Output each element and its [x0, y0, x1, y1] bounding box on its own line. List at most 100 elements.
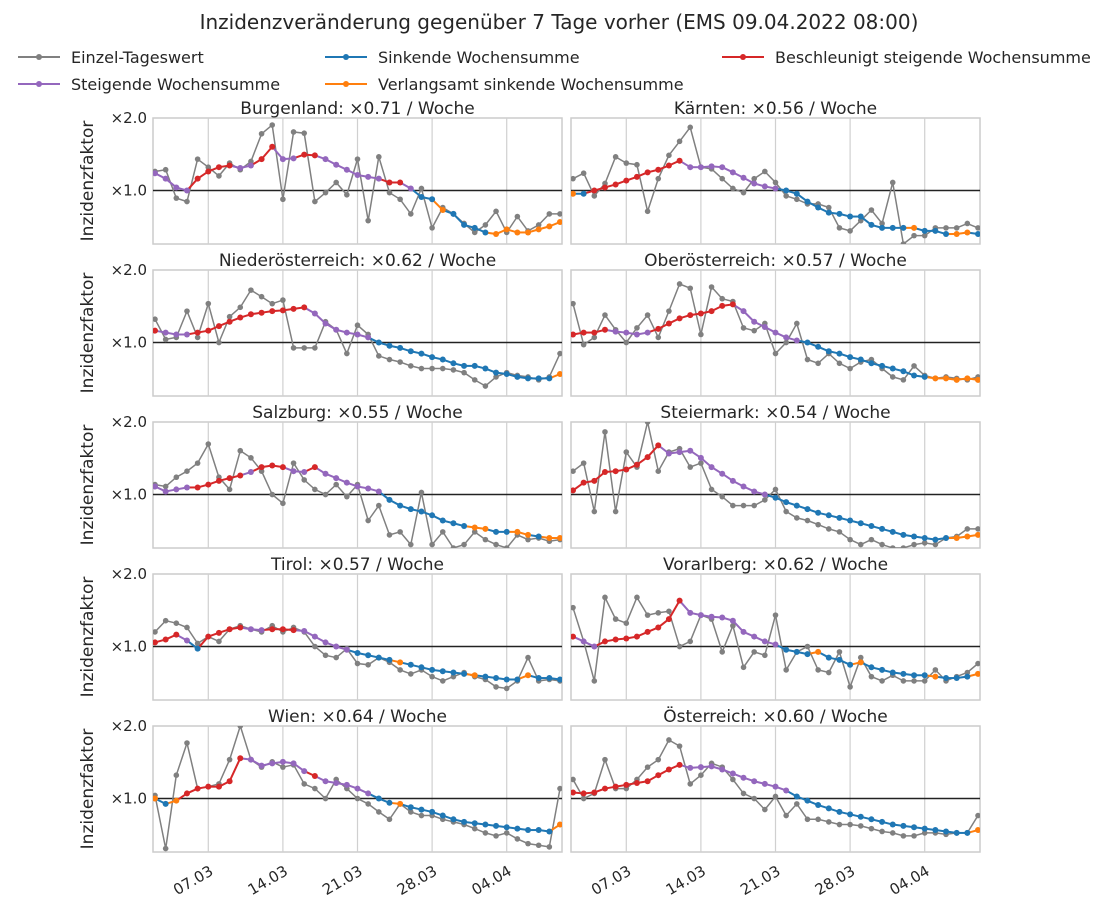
daily-point: [889, 179, 896, 186]
weekly-point: [793, 793, 800, 800]
daily-point: [290, 460, 297, 466]
daily-point: [783, 812, 789, 819]
daily-point: [571, 604, 576, 611]
daily-point: [429, 541, 435, 548]
daily-point: [162, 483, 169, 490]
daily-point: [772, 350, 779, 357]
weekly-point: [439, 207, 446, 214]
weekly-point: [708, 613, 715, 620]
weekly-point: [655, 166, 662, 173]
y-tick-label: ×2.0: [111, 261, 147, 279]
weekly-point: [237, 314, 244, 321]
panel-title: Oberösterreich: ×0.57 / Woche: [644, 251, 907, 271]
weekly-point: [943, 231, 950, 238]
panel-title: Salzburg: ×0.55 / Woche: [252, 403, 462, 423]
weekly-point: [269, 308, 276, 315]
x-tick-label: 04.04: [469, 862, 515, 899]
daily-point: [184, 740, 190, 746]
daily-point: [482, 222, 489, 228]
daily-point: [825, 526, 832, 532]
weekly-point: [343, 781, 350, 788]
daily-point: [602, 594, 608, 601]
daily-point: [932, 541, 939, 548]
y-tick-label: ×1.0: [111, 790, 147, 808]
x-tick-label: 28.03: [812, 862, 858, 899]
daily-point: [429, 225, 435, 231]
daily-point: [740, 790, 747, 797]
daily-point: [301, 477, 308, 483]
daily-point: [719, 175, 726, 182]
daily-point: [216, 173, 222, 179]
weekly-point: [932, 227, 939, 234]
daily-point: [322, 189, 329, 196]
daily-point: [280, 297, 286, 303]
weekly-point: [676, 157, 683, 164]
daily-point: [666, 152, 672, 159]
weekly-point: [162, 329, 169, 336]
daily-point: [354, 322, 361, 329]
weekly-point: [953, 535, 960, 542]
y-tick-label: ×2.0: [111, 717, 147, 735]
daily-point: [602, 756, 608, 763]
panel-title: Steiermark: ×0.54 / Woche: [660, 403, 890, 423]
weekly-point: [194, 645, 201, 652]
weekly-point: [868, 816, 875, 823]
weekly-point: [333, 780, 340, 787]
daily-point: [471, 529, 478, 535]
weekly-point: [247, 162, 254, 169]
weekly-point: [173, 184, 180, 191]
daily-point: [836, 649, 843, 655]
daily-point: [964, 220, 971, 227]
daily-point: [836, 360, 843, 367]
panel: Wien: ×0.64 / Woche ×2.0 ×1.0 Inzidenzfakto…: [78, 707, 563, 899]
weekly-point: [343, 329, 350, 336]
weekly-point: [397, 800, 404, 807]
weekly-point: [279, 307, 286, 314]
daily-point: [889, 830, 896, 836]
weekly-point: [535, 827, 542, 834]
weekly-point: [879, 666, 886, 673]
daily-point: [591, 334, 598, 341]
weekly-point: [482, 229, 489, 236]
weekly-point: [815, 802, 822, 809]
weekly-point: [301, 768, 308, 775]
weekly-point: [514, 825, 521, 832]
daily-point: [847, 228, 853, 234]
daily-point: [344, 192, 350, 198]
daily-point: [794, 196, 800, 203]
daily-point: [461, 369, 467, 376]
weekly-point: [471, 362, 478, 369]
daily-point: [644, 612, 651, 618]
daily-point: [932, 667, 939, 673]
weekly-point: [333, 326, 340, 333]
daily-point: [634, 594, 640, 601]
legend-marker: [36, 81, 42, 87]
daily-point: [546, 844, 553, 850]
weekly-point: [258, 627, 265, 634]
weekly-point: [953, 675, 960, 682]
daily-point: [644, 764, 651, 770]
weekly-point: [343, 646, 350, 653]
weekly-point: [471, 820, 478, 827]
daily-point: [708, 284, 715, 290]
daily-point: [173, 195, 180, 201]
weekly-point: [514, 229, 521, 236]
weekly-point: [697, 164, 704, 171]
daily-point: [623, 160, 630, 166]
daily-point: [525, 654, 531, 661]
weekly-point: [729, 477, 736, 484]
weekly-point: [215, 629, 222, 636]
weekly-point: [921, 825, 928, 832]
weekly-point: [623, 635, 630, 642]
weekly-point: [571, 190, 576, 197]
weekly-point: [580, 329, 587, 336]
weekly-point: [943, 675, 950, 682]
weekly-point: [655, 325, 662, 332]
daily-point: [804, 356, 811, 363]
weekly-point: [708, 308, 715, 315]
daily-point: [857, 541, 864, 548]
weekly-point: [623, 781, 630, 788]
daily-point: [471, 229, 478, 236]
weekly-point: [879, 525, 886, 532]
weekly-point: [932, 375, 939, 382]
